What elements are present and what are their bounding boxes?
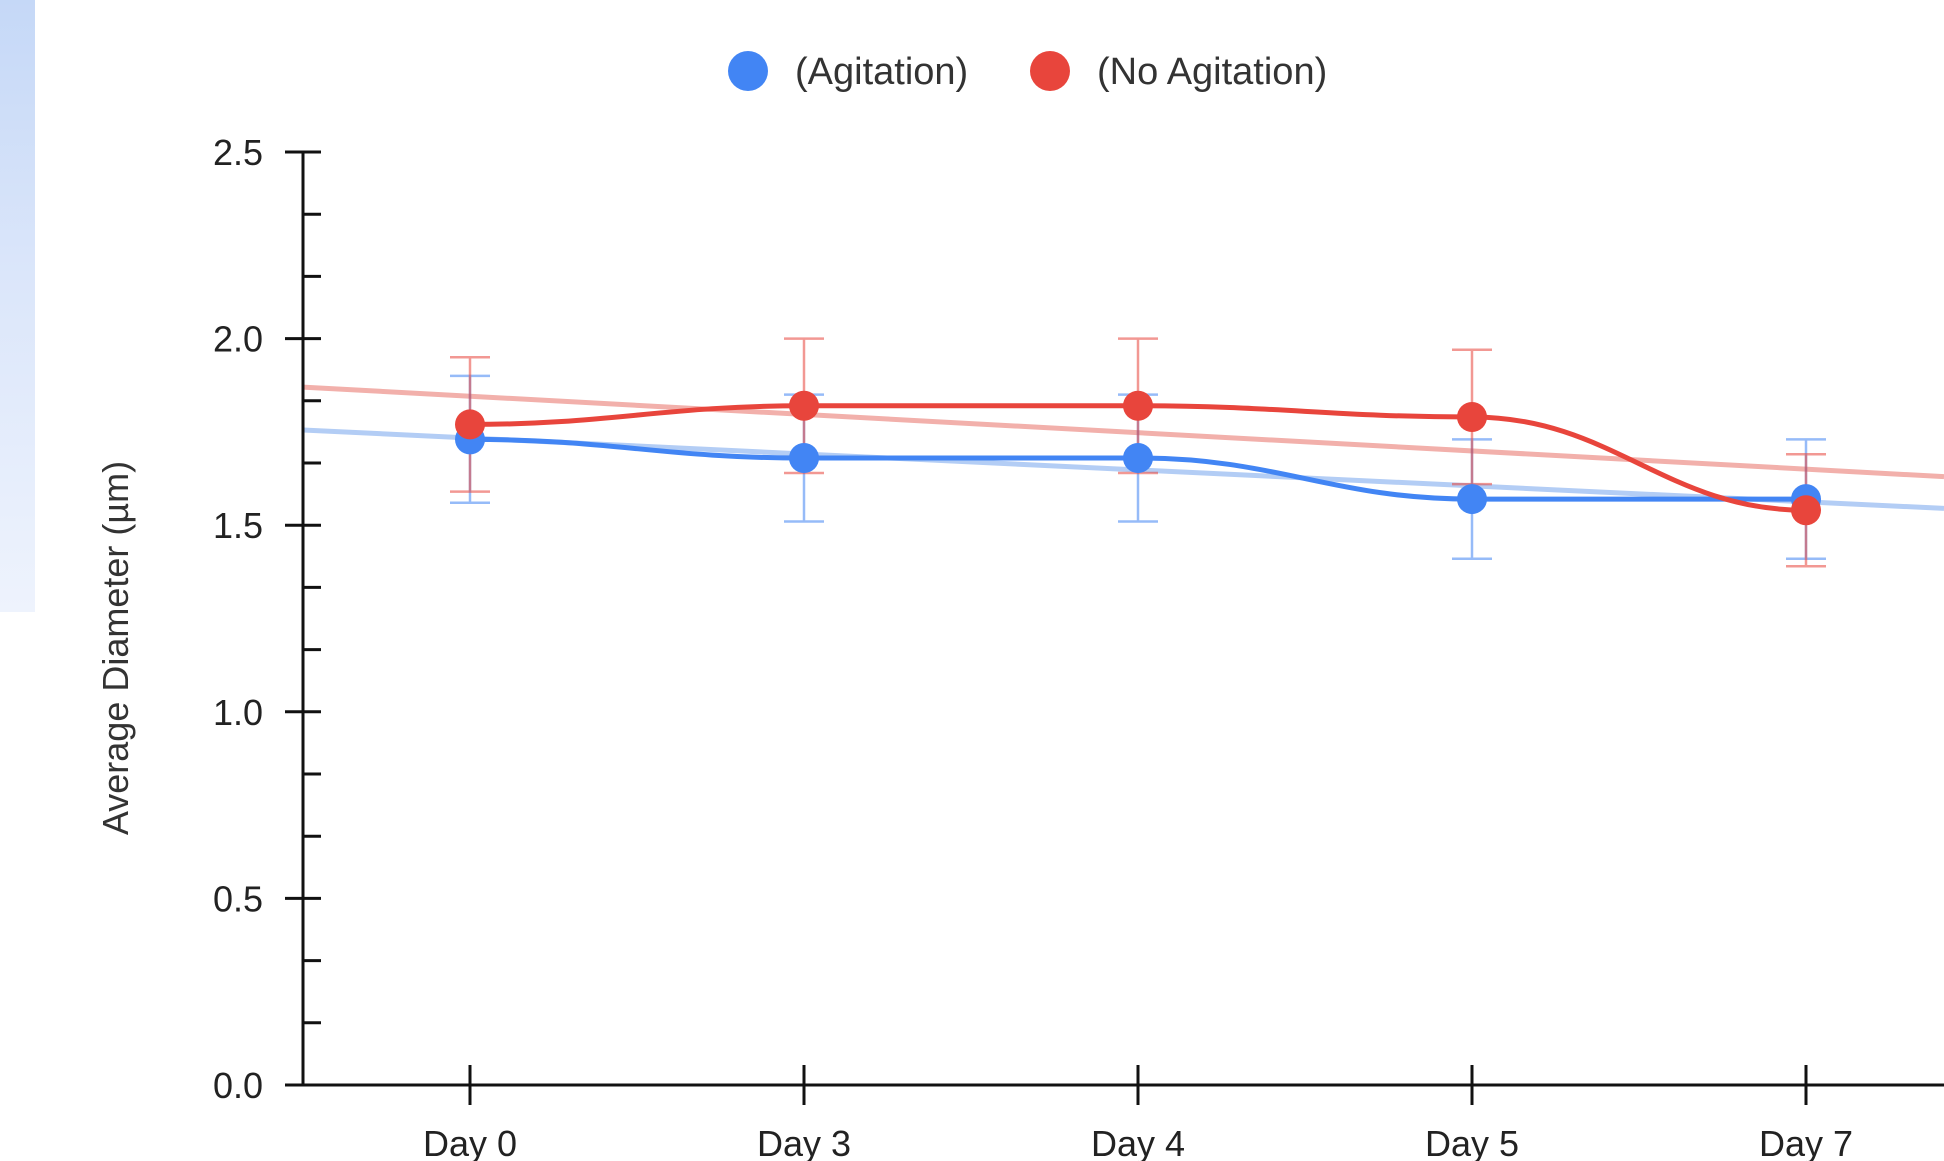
legend-marker-agitation (728, 51, 768, 91)
legend-label-no-agitation: (No Agitation) (1097, 51, 1327, 93)
side-gradient-panel (0, 0, 35, 612)
x-tick-label: Day 3 (757, 1123, 851, 1161)
y-axis-title: Average Diameter (µm) (95, 461, 136, 835)
y-tick-label: 1.0 (213, 692, 263, 733)
x-tick-label: Day 5 (1425, 1123, 1519, 1161)
data-point-agitation-3 (1457, 484, 1487, 515)
y-tick-label: 0.5 (213, 878, 263, 919)
x-tick-label: Day 4 (1091, 1123, 1185, 1161)
y-tick-label: 2.5 (213, 132, 263, 173)
data-point-no-agitation-3 (1457, 401, 1487, 432)
legend-label-agitation: (Agitation) (795, 51, 968, 93)
x-tick-label: Day 7 (1759, 1123, 1853, 1161)
legend-marker-no-agitation (1030, 51, 1070, 91)
data-point-no-agitation-2 (1123, 390, 1153, 421)
y-tick-label: 1.5 (213, 505, 263, 546)
data-point-no-agitation-1 (789, 390, 819, 421)
trendline-no-agitation (302, 384, 1944, 480)
y-tick-label: 0.0 (213, 1065, 263, 1106)
x-tick-label: Day 0 (423, 1123, 517, 1161)
y-tick-label: 2.0 (213, 319, 263, 360)
data-point-no-agitation-0 (455, 409, 485, 440)
data-point-agitation-1 (789, 443, 819, 474)
data-point-agitation-2 (1123, 443, 1153, 474)
axes: 0.0 0.5 1.0 1.5 2.0 2.5 Day 0 Day 3 Day 4 Day 5 Da… (95, 132, 1944, 1161)
legend: (Agitation) (No Agitation) (728, 51, 1327, 93)
data-point-no-agitation-4 (1791, 495, 1821, 526)
data-points (455, 390, 1821, 526)
